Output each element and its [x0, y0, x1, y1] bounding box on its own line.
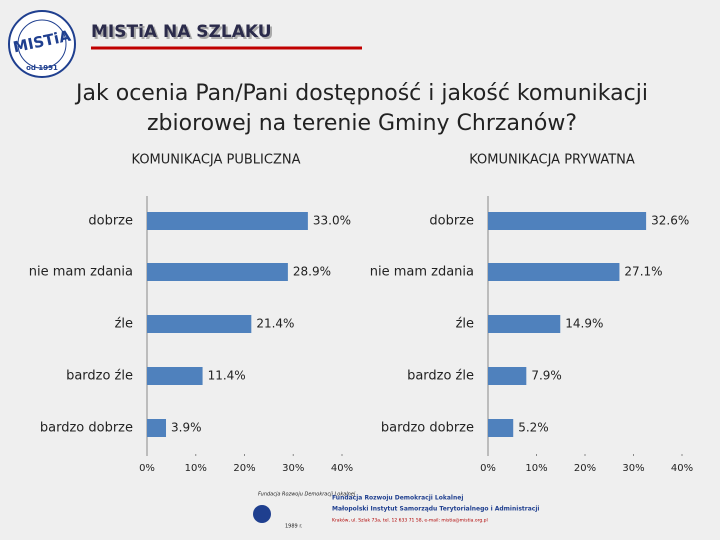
category-label: dobrze: [429, 214, 474, 229]
bar: [488, 419, 514, 437]
bar: [488, 212, 647, 230]
category-label: dobrze: [88, 214, 133, 229]
chart-title: KOMUNIKACJA PRYWATNA: [469, 153, 635, 168]
category-label: źle: [456, 317, 474, 332]
logo-ring: [8, 10, 76, 78]
category-label: nie mam zdania: [29, 265, 133, 280]
value-label: 5.2%: [518, 421, 549, 435]
footer-small-logo: Fundacja Rozwoju Demokracji Lokalnej: [258, 492, 356, 498]
logo-year: od 1991: [26, 64, 58, 72]
x-tick-label: 0%: [139, 463, 155, 474]
footer: Fundacja Rozwoju Demokracji Lokalnej 198…: [253, 492, 539, 530]
x-tick-label: 10%: [525, 463, 547, 474]
footer-line: Kraków, ul. Szlak 73a, tel. 12 633 71 58…: [332, 517, 488, 524]
value-label: 7.9%: [531, 369, 562, 383]
footer-small-year: 1989 r.: [285, 524, 303, 530]
value-label: 11.4%: [208, 369, 246, 383]
x-tick-label: 30%: [622, 463, 644, 474]
bar: [488, 263, 620, 281]
bar: [488, 315, 561, 333]
brand: MISTiA NA SZLAKU: [91, 22, 272, 42]
brand-shadow: MISTiA NA SZLAKU: [93, 24, 274, 44]
x-tick-label: 40%: [671, 463, 693, 474]
value-label: 33.0%: [313, 214, 351, 228]
bar: [488, 367, 527, 385]
category-label: bardzo źle: [407, 369, 474, 384]
slide-title-line: Jak ocenia Pan/Pani dostępność i jakość …: [74, 81, 648, 106]
x-tick-label: 30%: [282, 463, 304, 474]
category-label: nie mam zdania: [370, 265, 474, 280]
bar: [147, 263, 288, 281]
value-label: 21.4%: [256, 317, 294, 331]
x-tick-label: 0%: [480, 463, 496, 474]
bar: [147, 367, 203, 385]
x-tick-label: 20%: [233, 463, 255, 474]
value-label: 27.1%: [624, 265, 662, 279]
x-tick-label: 40%: [331, 463, 353, 474]
footer-line: Fundacja Rozwoju Demokracji Lokalnej: [332, 495, 463, 502]
category-label: bardzo dobrze: [381, 421, 474, 436]
value-label: 28.9%: [293, 265, 331, 279]
slide-title-line: zbiorowej na terenie Gminy Chrzanów?: [147, 111, 577, 136]
x-tick-label: 10%: [185, 463, 207, 474]
value-label: 14.9%: [565, 317, 603, 331]
bar: [147, 315, 252, 333]
x-tick-label: 20%: [574, 463, 596, 474]
logo-inner: [17, 19, 67, 69]
bar: [147, 212, 308, 230]
chart-title: KOMUNIKACJA PUBLICZNA: [132, 153, 301, 168]
value-label: 3.9%: [171, 421, 202, 435]
bar: [147, 419, 167, 437]
footer-icon: [253, 505, 271, 523]
footer-line: Małopolski Instytut Samorządu Terytorial…: [332, 506, 539, 513]
value-label: 32.6%: [651, 214, 689, 228]
category-label: źle: [115, 317, 133, 332]
category-label: bardzo dobrze: [40, 421, 133, 436]
category-label: bardzo źle: [66, 369, 133, 384]
